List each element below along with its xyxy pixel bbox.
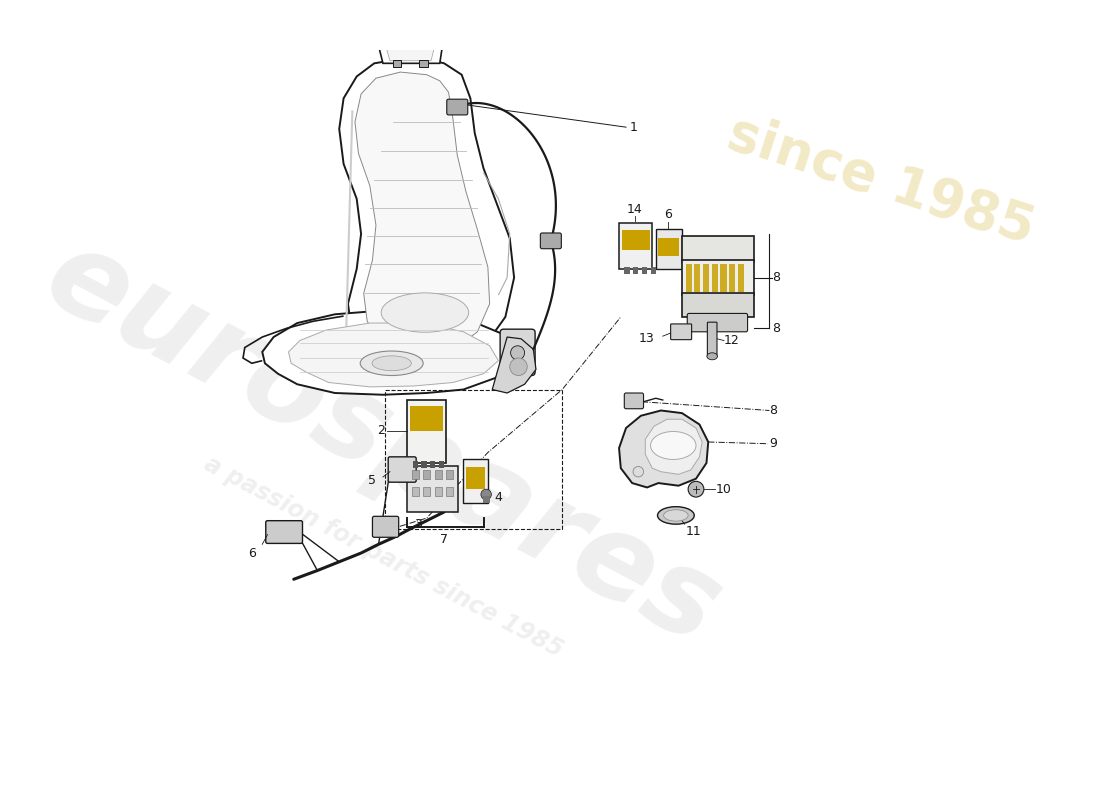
FancyBboxPatch shape (407, 466, 458, 512)
Text: eurospares: eurospares (26, 218, 739, 670)
Bar (430, 462, 436, 468)
FancyBboxPatch shape (671, 324, 692, 340)
Ellipse shape (382, 293, 469, 332)
Text: 8: 8 (770, 404, 778, 417)
Polygon shape (378, 31, 442, 63)
Text: 8: 8 (772, 322, 780, 334)
Ellipse shape (360, 351, 424, 375)
Text: 14: 14 (627, 203, 642, 216)
Circle shape (509, 358, 527, 375)
Polygon shape (355, 72, 490, 356)
Bar (650, 267, 656, 274)
Text: since 1985: since 1985 (722, 107, 1042, 255)
Circle shape (481, 489, 492, 500)
FancyBboxPatch shape (688, 314, 748, 332)
FancyBboxPatch shape (625, 393, 644, 409)
Bar (424, 470, 430, 478)
FancyBboxPatch shape (619, 223, 652, 269)
Ellipse shape (372, 356, 411, 370)
Polygon shape (646, 419, 702, 474)
Circle shape (689, 482, 704, 497)
Bar (625, 267, 629, 274)
Polygon shape (386, 37, 433, 61)
FancyBboxPatch shape (393, 60, 402, 67)
FancyBboxPatch shape (500, 329, 535, 375)
Ellipse shape (663, 510, 689, 521)
Bar (712, 263, 718, 293)
Bar (412, 462, 418, 468)
FancyBboxPatch shape (388, 457, 416, 482)
Text: 2: 2 (377, 424, 385, 437)
FancyBboxPatch shape (463, 459, 488, 503)
Text: 12: 12 (724, 334, 739, 347)
FancyBboxPatch shape (682, 260, 754, 295)
Ellipse shape (650, 431, 696, 459)
Text: 6: 6 (249, 546, 256, 559)
Text: 11: 11 (685, 525, 702, 538)
FancyBboxPatch shape (407, 400, 446, 463)
Text: 1: 1 (629, 121, 637, 134)
Bar (632, 267, 638, 274)
Ellipse shape (707, 353, 717, 360)
FancyBboxPatch shape (682, 294, 754, 317)
Bar (659, 238, 680, 256)
Text: a passion for parts since 1985: a passion for parts since 1985 (199, 452, 566, 662)
Text: 13: 13 (638, 332, 654, 346)
Bar (446, 487, 453, 496)
Circle shape (510, 346, 525, 360)
Bar (621, 230, 650, 250)
Text: 10: 10 (715, 482, 732, 496)
FancyBboxPatch shape (540, 233, 561, 249)
Ellipse shape (658, 506, 694, 524)
FancyBboxPatch shape (419, 60, 428, 67)
FancyBboxPatch shape (447, 99, 468, 115)
Bar (483, 496, 490, 503)
FancyBboxPatch shape (656, 230, 682, 269)
Bar (446, 470, 453, 478)
Polygon shape (619, 410, 708, 487)
FancyBboxPatch shape (707, 322, 717, 357)
Bar (720, 263, 727, 293)
Bar (411, 487, 419, 496)
Text: 9: 9 (770, 438, 778, 450)
Bar (424, 487, 430, 496)
FancyBboxPatch shape (373, 516, 398, 538)
Bar (685, 263, 692, 293)
Text: 6: 6 (664, 208, 672, 221)
Circle shape (632, 466, 644, 477)
Polygon shape (262, 311, 516, 394)
Text: 7: 7 (440, 534, 448, 546)
Bar (694, 263, 701, 293)
Bar (411, 470, 419, 478)
Bar (421, 462, 427, 468)
Bar (641, 267, 647, 274)
Bar (738, 263, 744, 293)
Bar (703, 263, 710, 293)
Bar (439, 462, 444, 468)
Bar (729, 263, 736, 293)
FancyBboxPatch shape (682, 236, 754, 262)
Polygon shape (288, 323, 498, 387)
Polygon shape (339, 59, 514, 374)
Text: 5: 5 (367, 474, 376, 487)
Bar (410, 406, 443, 430)
Bar (466, 467, 485, 489)
Bar (434, 470, 441, 478)
FancyBboxPatch shape (266, 521, 302, 543)
Text: 3: 3 (414, 518, 422, 530)
Text: 8: 8 (772, 271, 780, 284)
Text: 4: 4 (495, 491, 503, 505)
Polygon shape (493, 337, 536, 393)
Bar (434, 487, 441, 496)
